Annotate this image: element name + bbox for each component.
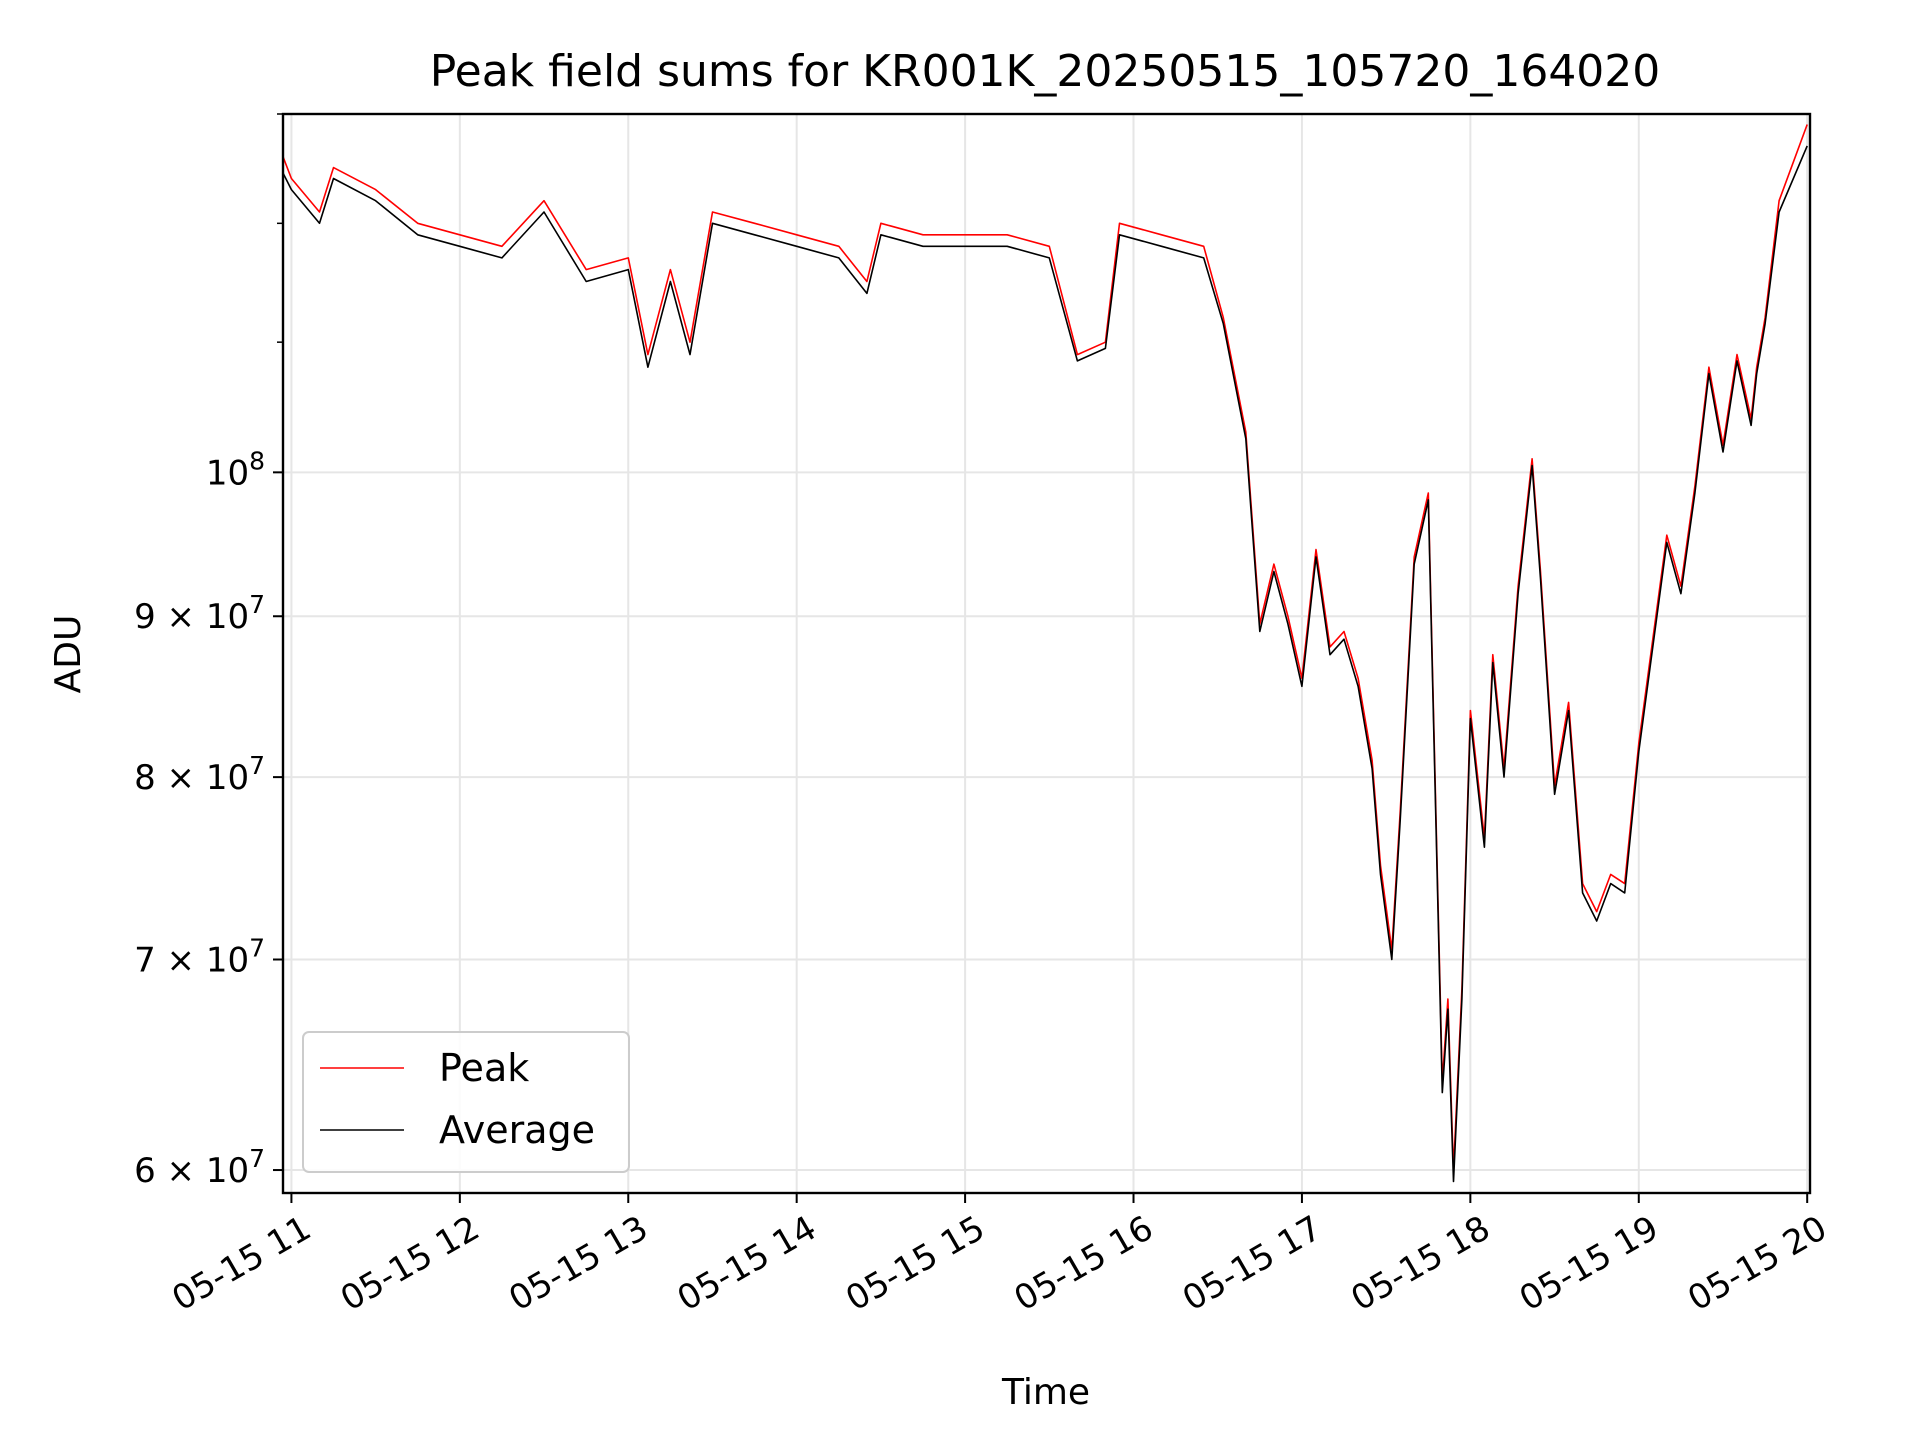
legend-box [302,1031,630,1173]
legend: Peak Average [302,1031,630,1173]
series-line-peak [282,124,1808,1171]
y-tick-label: 7 × 107 [134,934,265,981]
y-tick-label: 108 [206,446,265,493]
series-line-average [282,145,1808,1183]
plot-frame [281,112,1812,1195]
legend-label-average: Average [439,1108,595,1152]
grid-lines [283,114,1810,1193]
series-layer [282,124,1808,1183]
chart-title: Peak field sums for KR001K_20250515_1057… [430,46,1661,97]
y-axis-label: ADU [48,615,89,694]
legend-label-peak: Peak [439,1046,529,1090]
y-tick-label: 6 × 107 [134,1144,265,1191]
x-axis-label: Time [1001,1372,1090,1413]
y-axis: 6 × 107 7 × 107 8 × 107 9 × 107 108 [134,113,283,1191]
y-tick-label: 9 × 107 [134,590,265,637]
y-tick-label: 8 × 107 [134,751,265,798]
